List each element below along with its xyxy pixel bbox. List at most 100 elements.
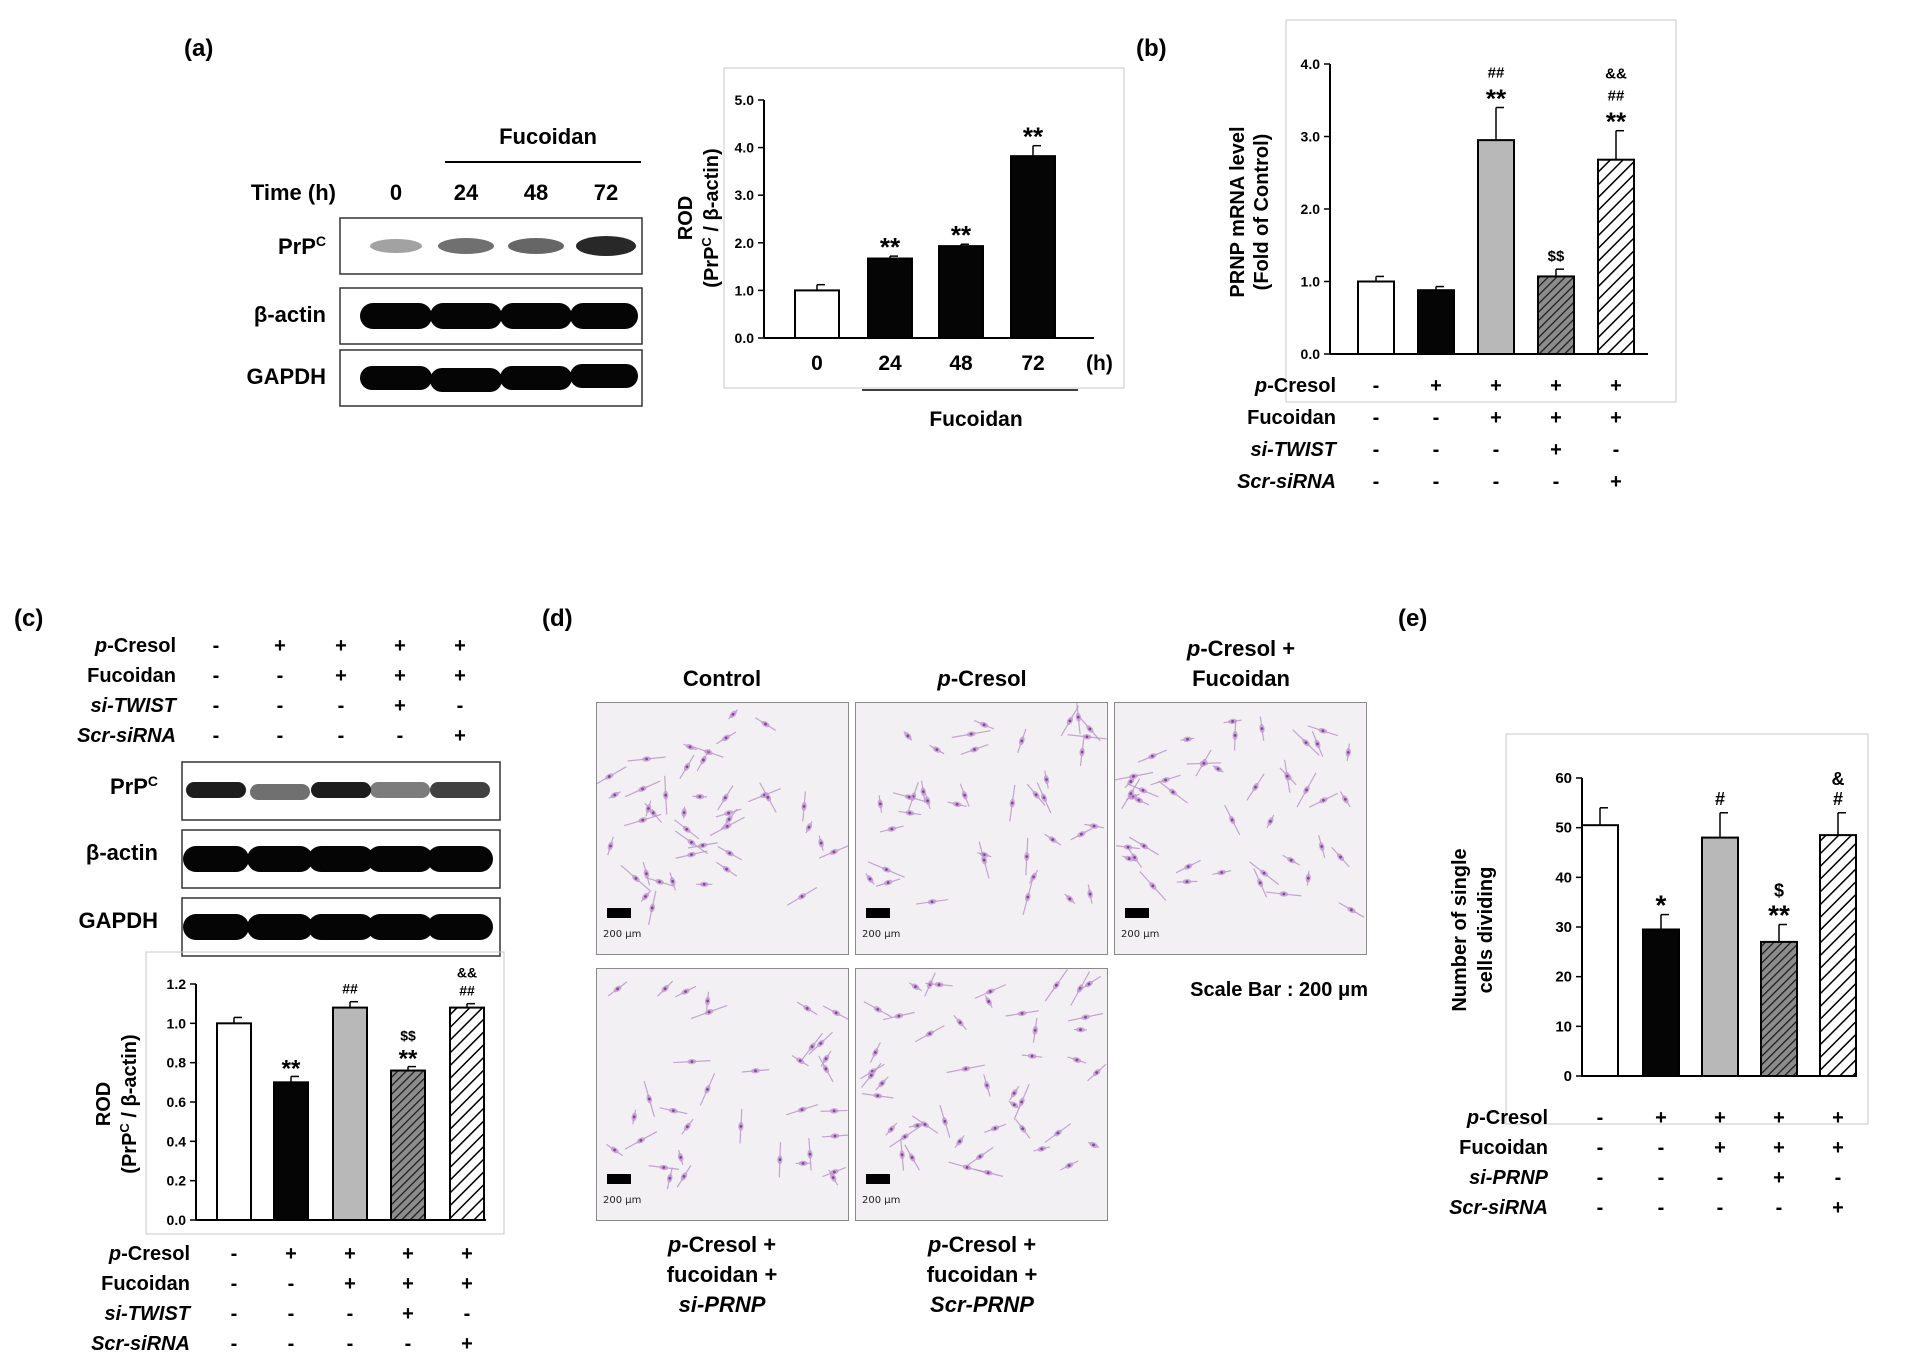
blot-c-cond-sign-2-1: -	[277, 695, 284, 717]
blot-c-cond-label-2: si-TWIST	[90, 695, 177, 717]
cell	[1070, 971, 1091, 1006]
micro-image-pcresol-fucoidan-cells	[1115, 716, 1365, 918]
chart-b-annotation: **	[1486, 84, 1507, 114]
cell	[669, 872, 677, 891]
blot-c-cond-sign-2-4: -	[457, 695, 464, 717]
cell	[946, 1064, 986, 1074]
cell	[822, 1005, 848, 1021]
chart-c-cond-label-0: p-Cresol	[108, 1243, 190, 1265]
blot-a-row-actin: β-actin	[254, 302, 326, 327]
blot-a-row-gapdh: GAPDH	[247, 364, 326, 389]
chart-c-ytick-label: 0.8	[167, 1055, 187, 1071]
blot-a-time-0: 0	[390, 180, 402, 205]
chart-c-annotation: ##	[342, 981, 358, 997]
cell	[645, 800, 652, 817]
cell	[1005, 1010, 1039, 1017]
chart-a-ylabel: ROD	[675, 196, 697, 240]
cell	[899, 1138, 905, 1171]
blot-c-band-actin-0	[183, 846, 249, 872]
cell	[1115, 771, 1154, 781]
micro-bottom-title-1-l3: si-PRNP	[679, 1292, 766, 1317]
cell	[642, 861, 651, 886]
cell	[920, 780, 926, 803]
cell	[1073, 1027, 1088, 1033]
blot-c-cond-label-3: Scr-siRNA	[77, 725, 176, 747]
cell	[675, 850, 708, 859]
cell	[1345, 743, 1351, 762]
blot-a-time-72: 72	[594, 180, 618, 205]
chart-c-annotation: ##	[459, 983, 475, 999]
cell	[1253, 868, 1268, 898]
micro-image-pcresol-fucoidan: 200 μm	[1114, 702, 1367, 955]
scale-bar-label: 200 μm	[603, 929, 642, 940]
blot-c-cond-sign-3-0: -	[213, 725, 220, 747]
scale-bar	[866, 1174, 890, 1184]
blot-c-row-gapdh: GAPDH	[79, 908, 158, 933]
blot-c-band-actin-3	[367, 846, 433, 872]
chart-e-cond-sign-2-2: -	[1717, 1167, 1724, 1189]
blot-a-band-actin-24	[430, 303, 502, 329]
blot-c-band-prpc-2	[311, 782, 371, 798]
cell	[1070, 828, 1093, 841]
cell	[1067, 1056, 1087, 1064]
chart-b-cond-sign-2-0: -	[1373, 439, 1380, 461]
chart-b-cond-sign-1-2: +	[1490, 407, 1502, 429]
chart-c-ytick-label: 1.2	[167, 976, 187, 992]
micro-image-scr-prnp-cells	[860, 969, 1107, 1177]
chart-a-bar-0	[794, 289, 840, 339]
chart-b-bar-4	[1597, 158, 1635, 355]
cell	[677, 1149, 684, 1165]
blot-c-cond-sign-3-1: -	[277, 725, 284, 747]
chart-b-cond-sign-3-3: -	[1553, 471, 1560, 493]
chart-a-ytick-label: 3.0	[735, 187, 755, 203]
chart-c-ytick-label: 0.6	[167, 1094, 187, 1110]
cell	[1087, 884, 1093, 904]
cell	[716, 861, 738, 877]
blot-c-cond-sign-2-2: -	[338, 695, 345, 717]
chart-e-cond-sign-3-1: -	[1658, 1197, 1665, 1219]
cell	[1212, 869, 1232, 876]
cell	[1017, 728, 1027, 754]
cell	[898, 810, 922, 816]
cell	[916, 898, 949, 905]
cell	[1084, 823, 1105, 829]
cell	[674, 830, 709, 855]
chart-c-bar-3	[390, 1069, 426, 1221]
chart-b-cond-sign-1-1: -	[1433, 407, 1440, 429]
cell	[983, 1074, 991, 1097]
cell	[1015, 1118, 1031, 1139]
chart-c-annotation: **	[282, 1055, 301, 1082]
cell	[974, 984, 1007, 999]
scale-bar-label: 200 μm	[862, 929, 901, 940]
blot-c-band-actin-2	[308, 846, 374, 872]
blot-a-row-prpc: PrPC	[278, 233, 326, 259]
chart-c-ytick-label: 0.0	[167, 1212, 187, 1228]
chart-e-annotation: $	[1774, 881, 1784, 901]
blot-c-band-gapdh-2	[308, 914, 374, 940]
panel-label-a: (a)	[184, 35, 213, 62]
micro-scale-text: Scale Bar : 200 μm	[1190, 979, 1368, 1001]
cell	[978, 841, 990, 879]
cell	[1331, 846, 1350, 868]
chart-c-cond-sign-0-2: +	[344, 1243, 356, 1265]
cell	[951, 730, 991, 739]
cell	[885, 1122, 898, 1136]
chart-b-annotation: ##	[1608, 88, 1625, 105]
cell	[1024, 837, 1030, 876]
blot-a-band-gapdh-0	[360, 366, 432, 390]
cell	[717, 846, 743, 861]
blot-a: Fucoidan Time (h) 0 24 48 72 PrPC β-acti…	[247, 124, 643, 407]
chart-c-cond-sign-1-2: +	[344, 1273, 356, 1295]
blot-c-band-prpc-1	[250, 784, 310, 800]
chart-b-ylabel: PRNP mRNA level	[1227, 126, 1249, 297]
cell	[1009, 1085, 1020, 1101]
cell	[1266, 814, 1275, 829]
chart-b-cond-sign-3-0: -	[1373, 471, 1380, 493]
cell	[1307, 725, 1339, 737]
cell	[1043, 770, 1050, 789]
cell	[1059, 1160, 1079, 1171]
chart-c-frame	[145, 951, 505, 1235]
cell	[777, 1142, 783, 1178]
cell	[1246, 773, 1265, 801]
cell	[1087, 1063, 1107, 1082]
